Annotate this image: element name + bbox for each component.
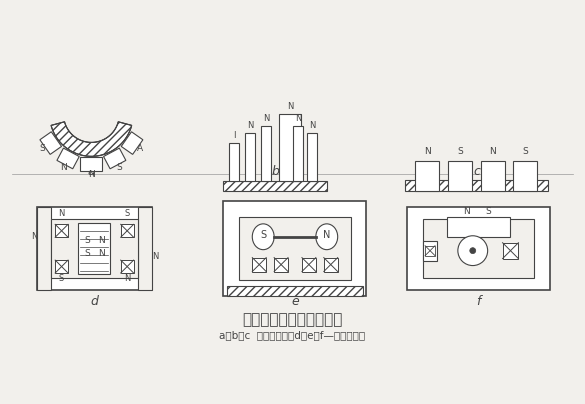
Bar [423, 241, 437, 261]
Text: a: a [88, 165, 95, 178]
Bar [324, 258, 338, 271]
Bar [228, 286, 363, 297]
Bar [405, 180, 548, 191]
Text: N: N [152, 252, 158, 261]
Ellipse shape [316, 224, 338, 250]
Bar [239, 217, 350, 280]
Text: b: b [271, 165, 279, 178]
Bar [121, 260, 133, 273]
Text: N: N [424, 147, 431, 156]
Text: N: N [98, 249, 105, 258]
Bar [293, 126, 303, 181]
Text: N: N [309, 122, 315, 130]
Text: S: S [59, 274, 64, 284]
Text: 开放型磁系和闭合型磁系: 开放型磁系和闭合型磁系 [242, 312, 342, 327]
Text: N: N [295, 114, 301, 122]
Text: c: c [473, 165, 480, 178]
Text: N: N [98, 236, 105, 245]
Text: S: S [40, 144, 46, 153]
Bar [57, 148, 79, 169]
Circle shape [470, 248, 476, 254]
Bar [81, 157, 102, 171]
Text: N: N [58, 209, 65, 218]
Text: S: S [457, 147, 463, 156]
Polygon shape [51, 122, 132, 156]
Circle shape [458, 236, 488, 265]
Text: f: f [477, 295, 481, 308]
Text: I: I [233, 131, 236, 141]
Text: S: S [85, 249, 90, 258]
Text: e: e [291, 295, 299, 308]
Text: N: N [287, 102, 293, 111]
Bar [55, 260, 68, 273]
Text: N: N [124, 274, 130, 284]
Bar [229, 143, 239, 181]
Text: N: N [88, 170, 95, 179]
Bar [223, 181, 327, 191]
Text: A: A [137, 144, 143, 153]
Bar [40, 132, 61, 154]
Ellipse shape [252, 224, 274, 250]
Bar [223, 201, 366, 297]
Bar [252, 258, 266, 271]
Bar [481, 161, 504, 191]
Bar [138, 207, 152, 290]
Text: N: N [60, 163, 67, 172]
Bar [307, 133, 317, 181]
Text: N: N [489, 147, 496, 156]
Text: d: d [91, 295, 98, 308]
Bar [514, 161, 537, 191]
Bar [121, 224, 133, 237]
Bar [104, 148, 126, 169]
Text: N: N [323, 230, 331, 240]
Bar [447, 217, 511, 237]
Text: S: S [125, 209, 130, 218]
Bar [279, 114, 301, 181]
Text: a、b、c  开放型磁系；d、e、f—闭合型磁系: a、b、c 开放型磁系；d、e、f—闭合型磁系 [219, 330, 365, 340]
Text: N: N [463, 207, 470, 216]
Bar [245, 133, 255, 181]
Text: S: S [486, 207, 491, 216]
Text: S: S [522, 147, 528, 156]
Bar [423, 219, 534, 278]
Bar [37, 207, 51, 290]
Bar [55, 224, 68, 237]
Bar [503, 243, 518, 259]
Text: N: N [247, 122, 253, 130]
Bar [302, 258, 316, 271]
Text: N: N [32, 232, 38, 241]
Text: S: S [260, 230, 266, 240]
Bar [78, 223, 110, 274]
Text: N: N [263, 114, 269, 122]
Bar [425, 246, 435, 256]
Bar [448, 161, 472, 191]
Bar [261, 126, 271, 181]
Bar [51, 219, 138, 278]
Bar [415, 161, 439, 191]
Bar [407, 207, 550, 290]
Bar [121, 132, 143, 154]
Bar [274, 258, 288, 271]
Text: S: S [116, 163, 122, 172]
Text: S: S [85, 236, 90, 245]
Bar [51, 219, 138, 278]
Bar [37, 207, 152, 290]
